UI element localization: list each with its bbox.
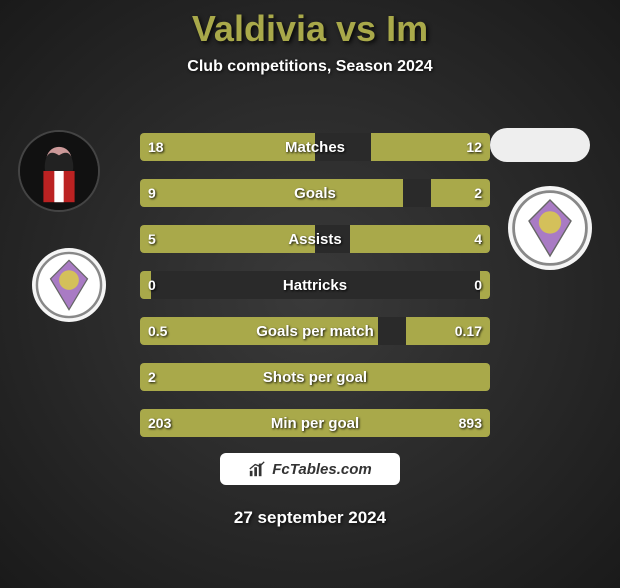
stat-label: Goals per match: [140, 317, 490, 345]
stat-row: 0 Hattricks 0: [140, 271, 490, 299]
stat-row: 0.5 Goals per match 0.17: [140, 317, 490, 345]
stat-label: Assists: [140, 225, 490, 253]
stat-label: Matches: [140, 133, 490, 161]
chart-icon: [248, 460, 266, 478]
stat-value-right: 2: [474, 179, 482, 207]
site-name: FcTables.com: [272, 461, 371, 478]
stat-label: Shots per goal: [140, 363, 490, 391]
vs-text: vs: [336, 8, 376, 49]
subtitle: Club competitions, Season 2024: [0, 58, 620, 76]
player2-avatar: [490, 128, 590, 162]
stat-label: Hattricks: [140, 271, 490, 299]
stat-row: 9 Goals 2: [140, 179, 490, 207]
stat-row: 2 Shots per goal: [140, 363, 490, 391]
site-logo: FcTables.com: [220, 453, 400, 485]
player1-name: Valdivia: [192, 8, 326, 49]
stat-value-right: 4: [474, 225, 482, 253]
footer-date: 27 september 2024: [0, 508, 620, 528]
stat-label: Goals: [140, 179, 490, 207]
player1-avatar: [18, 130, 100, 212]
stat-value-right: 893: [459, 409, 482, 437]
stat-row: 203 Min per goal 893: [140, 409, 490, 437]
player2-name: Im: [386, 8, 428, 49]
player2-club-badge: [508, 186, 592, 270]
stat-row: 18 Matches 12: [140, 133, 490, 161]
stat-row: 5 Assists 4: [140, 225, 490, 253]
stat-value-right: 0: [474, 271, 482, 299]
player1-club-badge: [32, 248, 106, 322]
stat-label: Min per goal: [140, 409, 490, 437]
stat-value-right: 0.17: [455, 317, 482, 345]
stats-container: 18 Matches 12 9 Goals 2 5 Assists 4 0 Ha…: [140, 133, 490, 455]
comparison-title: Valdivia vs Im: [0, 8, 620, 50]
stat-value-right: 12: [466, 133, 482, 161]
